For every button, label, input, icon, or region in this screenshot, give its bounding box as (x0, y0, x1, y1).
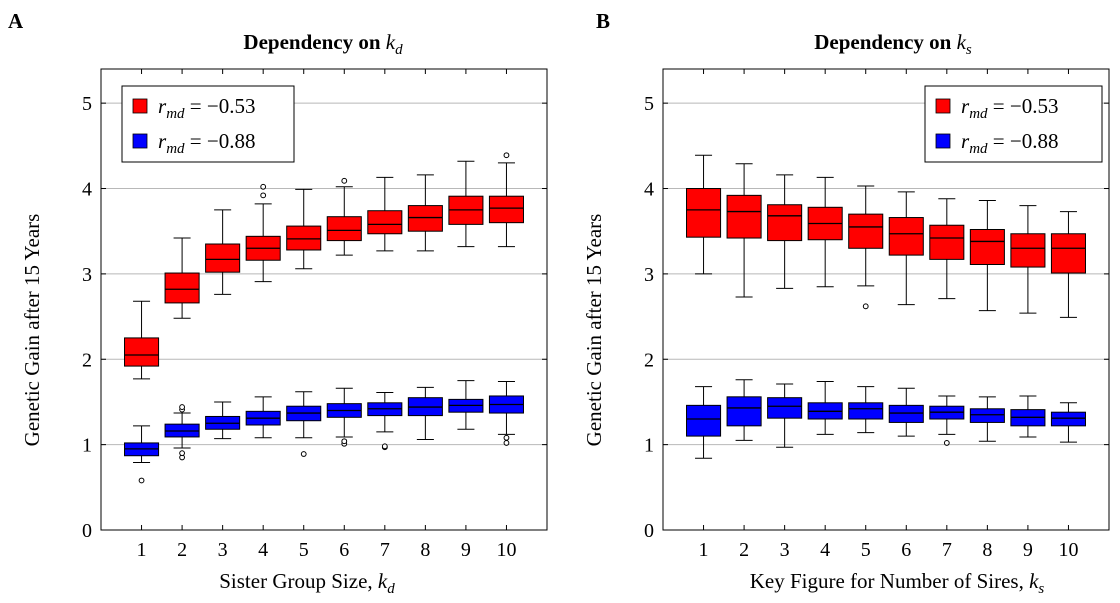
box (848, 402, 884, 420)
legend-swatch (132, 98, 148, 114)
chart-title: Dependency on kd (243, 30, 403, 58)
legend-label: rmd = −0.88 (961, 129, 1058, 157)
box (888, 217, 924, 256)
y-tick-label: 3 (82, 264, 92, 286)
box (205, 243, 241, 273)
outlier-point (260, 183, 267, 190)
x-tick-label: 10 (1058, 539, 1078, 561)
y-tick-label: 4 (644, 179, 654, 201)
outlier-point (179, 404, 185, 410)
box (326, 216, 362, 242)
x-tick-label: 5 (299, 539, 309, 561)
plot-frame (662, 68, 1110, 531)
y-tick-label: 4 (82, 179, 92, 201)
legend-swatch (935, 98, 951, 114)
y-axis-label: Genetic Gain after 15 Years (582, 214, 606, 447)
legend-label: rmd = −0.88 (158, 129, 255, 157)
outlier-point (503, 434, 510, 441)
outlier-point (503, 152, 510, 159)
legend-label: rmd = −0.53 (158, 94, 255, 122)
outlier-point (381, 443, 388, 450)
outlier-point (341, 438, 348, 445)
x-tick-label: 1 (699, 539, 709, 561)
y-tick-label: 0 (644, 520, 654, 542)
x-tick-label: 7 (942, 539, 952, 561)
y-tick-label: 5 (82, 93, 92, 115)
y-tick-label: 1 (82, 435, 92, 457)
outlier-point (300, 451, 307, 457)
box (488, 195, 524, 224)
plot-frame (100, 68, 548, 531)
box (367, 210, 403, 235)
x-tick-label: 6 (339, 539, 349, 561)
x-tick-label: 3 (780, 539, 790, 561)
outlier-point (179, 450, 185, 457)
box (969, 408, 1005, 423)
y-tick-label: 3 (644, 264, 654, 286)
box (767, 397, 803, 419)
box (286, 225, 322, 251)
x-axis-label: Sister Group Size, kd (219, 569, 395, 597)
outlier-point (138, 477, 145, 484)
panel-b: B Dependency on ks Genetic Gain after 15… (582, 9, 1110, 597)
box (1050, 233, 1086, 274)
box (929, 224, 965, 260)
legend-frame (121, 85, 295, 163)
outlier-point (503, 440, 510, 446)
box (686, 404, 722, 437)
x-axis-label: Key Figure for Number of Sires, ks (750, 569, 1045, 597)
outlier-point (260, 192, 267, 199)
x-tick-label: 2 (739, 539, 749, 561)
x-tick-label: 9 (461, 539, 471, 561)
x-tick-label: 1 (137, 539, 147, 561)
plot-area: 0 1 2 3 4 5 1 2 3 4 5 6 7 8 9 10 (644, 68, 1110, 561)
outlier-point (341, 177, 348, 184)
y-axis-label: Genetic Gain after 15 Years (20, 214, 44, 447)
legend: rmd = −0.53 rmd = −0.88 (121, 85, 295, 163)
panel-letter: A (8, 9, 24, 33)
x-tick-label: 8 (420, 539, 430, 561)
y-tick-label: 2 (644, 349, 654, 371)
outlier-point (943, 440, 950, 446)
legend-label: rmd = −0.53 (961, 94, 1058, 122)
y-tick-label: 0 (82, 520, 92, 542)
x-tick-label: 4 (820, 539, 830, 561)
panel-letter: B (596, 9, 610, 33)
x-tick-label: 2 (177, 539, 187, 561)
x-tick-label: 6 (901, 539, 911, 561)
box (888, 404, 924, 423)
box (767, 204, 803, 242)
chart-title: Dependency on ks (814, 30, 972, 58)
legend-swatch (132, 133, 148, 149)
x-tick-label: 8 (982, 539, 992, 561)
box (164, 272, 200, 304)
y-tick-label: 2 (82, 349, 92, 371)
box (1010, 233, 1046, 268)
box (969, 228, 1005, 265)
box (726, 194, 762, 239)
x-tick-label: 9 (1023, 539, 1033, 561)
x-tick-label: 3 (218, 539, 228, 561)
box (124, 337, 160, 367)
box (686, 188, 722, 238)
legend-swatch (935, 133, 951, 149)
box (726, 396, 762, 427)
outlier-point (862, 303, 869, 310)
panel-a: A Dependency on kd Genetic Gain after 15… (8, 9, 548, 597)
y-tick-label: 5 (644, 93, 654, 115)
box (848, 213, 884, 249)
box (407, 205, 443, 232)
box (1050, 411, 1086, 427)
x-tick-label: 4 (258, 539, 268, 561)
x-tick-label: 7 (380, 539, 390, 561)
y-tick-label: 1 (644, 435, 654, 457)
legend-frame (924, 85, 1103, 163)
legend: rmd = −0.53 rmd = −0.88 (924, 85, 1103, 163)
plot-area: 0 1 2 3 4 5 1 2 3 4 5 6 7 8 9 10 (82, 68, 548, 561)
x-tick-label: 10 (496, 539, 516, 561)
x-tick-label: 5 (861, 539, 871, 561)
